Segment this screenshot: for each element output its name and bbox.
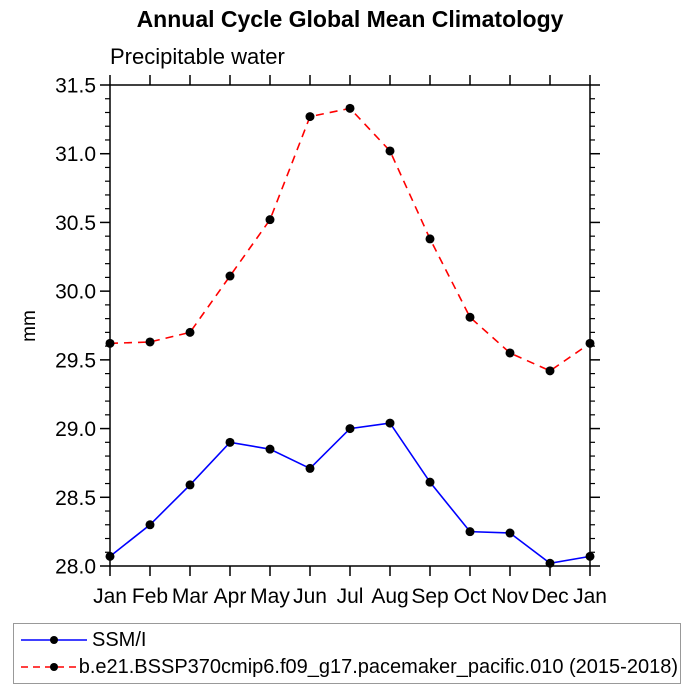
series-0-marker	[145, 520, 155, 530]
chart-title: Annual Cycle Global Mean Climatology	[136, 6, 564, 32]
series-0-marker	[425, 477, 435, 487]
y-tick-label: 29.5	[55, 349, 96, 372]
chart-subtitle: Precipitable water	[110, 44, 285, 69]
series-1-marker	[185, 327, 195, 337]
series-1-marker	[305, 112, 315, 122]
series-0-marker	[265, 444, 275, 454]
series-1-marker	[425, 234, 435, 244]
series-1-marker	[545, 366, 555, 376]
series-1-line	[109, 107, 591, 372]
x-tick-label: Apr	[214, 585, 247, 608]
x-tick-label: Jul	[337, 585, 364, 608]
series-1-marker	[145, 337, 155, 347]
series-0-marker	[545, 558, 555, 568]
series-1-marker	[225, 271, 235, 281]
x-tick-label: Jan	[573, 585, 607, 608]
x-tick-label: Nov	[491, 585, 529, 608]
series-0-marker	[105, 551, 115, 561]
legend-label-model-run: b.e21.BSSP370cmip6.f09_g17.pacemaker_pac…	[78, 655, 678, 678]
x-tick-label: Sep	[411, 585, 448, 608]
series-1-marker	[385, 146, 395, 156]
series-1-marker	[345, 103, 355, 113]
series-1-marker	[505, 348, 515, 358]
x-tick-label: Dec	[531, 585, 568, 608]
x-tick-label: Mar	[172, 585, 208, 608]
series-1-marker	[105, 338, 115, 348]
legend-box: SSM/I b.e21.BSSP370cmip6.f09_g17.pacemak…	[13, 623, 681, 684]
y-tick-label: 28.5	[55, 487, 96, 510]
y-tick-label: 28.0	[55, 556, 96, 579]
series-0-marker	[225, 437, 235, 447]
series-0-marker	[585, 551, 595, 561]
y-tick-label: 30.5	[55, 212, 96, 235]
legend-label-ssmi: SSM/I	[92, 628, 147, 651]
y-tick-label: 31.0	[55, 143, 96, 166]
legend-swatch-dashed-line-dot-icon	[21, 663, 76, 671]
x-tick-label: Aug	[371, 585, 408, 608]
x-tick-label: Jun	[293, 585, 327, 608]
x-tick-label: May	[250, 585, 290, 608]
series-0-marker	[345, 424, 355, 434]
y-axis-title: mm	[19, 310, 40, 342]
series-0-marker	[185, 480, 195, 490]
y-tick-label: 29.0	[55, 418, 96, 441]
legend-item-model-run: b.e21.BSSP370cmip6.f09_g17.pacemaker_pac…	[19, 654, 678, 680]
series-0-marker	[465, 527, 475, 537]
series-0-line	[109, 422, 591, 565]
legend-swatch-line-dot-icon	[21, 636, 87, 644]
series-0-marker	[505, 528, 515, 538]
axis-frame	[109, 84, 591, 567]
legend-item-ssmi: SSM/I	[19, 627, 678, 653]
series-0-marker	[305, 463, 315, 473]
y-tick-label: 31.5	[55, 75, 96, 98]
series-1-marker	[585, 338, 595, 348]
series-0-marker	[385, 418, 395, 428]
x-tick-label: Feb	[132, 585, 168, 608]
series-1-marker	[465, 312, 475, 322]
y-tick-label: 30.0	[55, 281, 96, 304]
x-tick-label: Oct	[454, 585, 487, 608]
series-1-marker	[265, 215, 275, 225]
x-tick-label: Jan	[93, 585, 127, 608]
